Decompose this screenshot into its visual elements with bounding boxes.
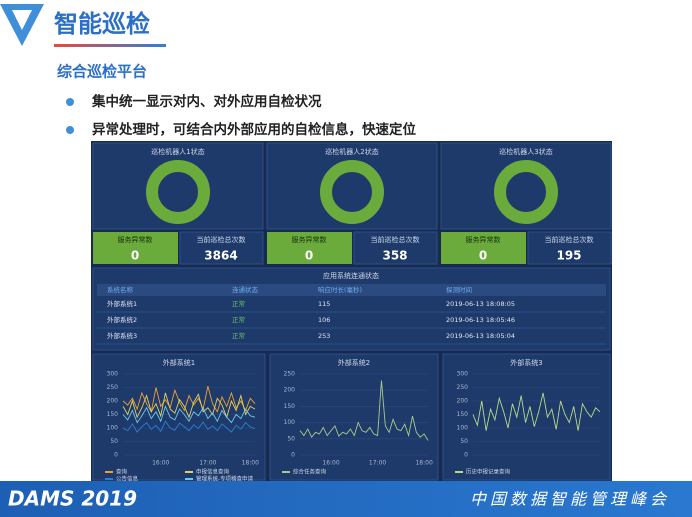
legend-label: 历史申报记录查询 <box>466 468 511 476</box>
donut <box>494 160 558 224</box>
logo-inner <box>12 10 32 30</box>
y-tick-label: 50 <box>287 435 295 442</box>
bullet: 集中统一显示对内、对外应用自检状况 <box>91 93 322 110</box>
bullet-dot <box>66 98 74 106</box>
chart-panel <box>442 353 611 481</box>
table-header-cell: 探测时间 <box>446 285 472 294</box>
abnormal-box <box>441 232 526 264</box>
y-tick-label: 150 <box>107 411 119 418</box>
series-line <box>122 420 256 433</box>
table-cell: 正常 <box>232 299 245 308</box>
table-cell: 106 <box>318 316 330 324</box>
legend-label: 查询 <box>116 468 128 476</box>
table-cell: 外部系统3 <box>107 331 137 340</box>
abnormal-label: 服务异常数 <box>466 235 501 244</box>
robot-title: 巡检机器人2状态 <box>325 147 378 156</box>
chart-title: 外部系统2 <box>338 358 370 367</box>
abnormal-value: 0 <box>305 249 313 263</box>
table-title: 应用系统连通状态 <box>323 271 379 280</box>
abnormal-label: 服务异常数 <box>118 235 153 244</box>
y-tick-label: 100 <box>284 419 296 426</box>
legend-label: 管理系统-专项稽查申请 <box>196 475 253 483</box>
abnormal-box <box>267 232 352 264</box>
y-tick-label: 0 <box>464 452 468 459</box>
total-box <box>353 231 438 265</box>
robot-title: 巡检机器人3状态 <box>499 147 552 156</box>
footer-event: 中国数据智能管理峰会 <box>470 490 670 509</box>
table-cell: 2019-06-13 18:08:05 <box>446 300 515 308</box>
bullet-dot <box>66 126 74 134</box>
series-line <box>299 380 429 441</box>
x-tick-label: 17:00 <box>199 460 216 467</box>
y-tick-label: 50 <box>460 438 468 445</box>
total-value: 3864 <box>204 249 237 263</box>
x-tick-label: 18:00 <box>242 460 259 467</box>
table-cell: 2019-06-13 18:05:46 <box>446 316 515 324</box>
table-header-cell: 连通状态 <box>232 285 259 294</box>
table-header <box>97 284 606 296</box>
total-value: 358 <box>382 249 407 263</box>
x-tick-label: 16:00 <box>322 460 339 467</box>
y-tick-label: 200 <box>284 387 296 394</box>
footer-brand: DAMS 2019 <box>8 487 137 511</box>
table-header-cell: 响应时长(毫秒) <box>318 285 362 294</box>
series-line <box>122 392 256 419</box>
y-tick-label: 200 <box>107 398 119 405</box>
donut <box>146 160 210 224</box>
footer <box>0 481 692 517</box>
y-tick-label: 0 <box>114 452 118 459</box>
x-tick-label: 16:00 <box>152 460 169 467</box>
y-tick-label: 250 <box>457 384 469 391</box>
table-cell: 115 <box>318 300 330 308</box>
legend-label: 公告信息 <box>116 475 139 483</box>
bullet: 异常处理时，可结合内外部应用的自检信息，快速定位 <box>92 121 416 138</box>
y-tick-label: 300 <box>107 371 119 378</box>
table-cell: 253 <box>318 332 330 340</box>
total-box <box>179 231 264 265</box>
abnormal-value: 0 <box>479 249 487 263</box>
legend-label: 综合任务查询 <box>293 468 327 476</box>
y-tick-label: 0 <box>291 452 295 459</box>
y-tick-label: 100 <box>457 425 469 432</box>
abnormal-value: 0 <box>131 249 139 263</box>
total-label: 当前巡检总次数 <box>197 235 246 244</box>
table-cell: 外部系统1 <box>107 299 137 308</box>
chart-panel <box>269 353 439 481</box>
series-line <box>472 392 601 431</box>
total-box <box>527 231 612 265</box>
y-tick-label: 150 <box>457 411 469 418</box>
abnormal-label: 服务异常数 <box>292 235 327 244</box>
title-underline <box>54 44 166 47</box>
y-tick-label: 50 <box>110 438 118 445</box>
table-cell: 正常 <box>232 315 245 324</box>
total-value: 195 <box>556 249 581 263</box>
y-tick-label: 150 <box>284 403 296 410</box>
abnormal-box <box>93 232 178 264</box>
table-cell: 2019-06-13 18:05:04 <box>446 332 515 340</box>
x-tick-label: 17:00 <box>369 460 386 467</box>
chart-title: 外部系统3 <box>510 358 542 367</box>
y-tick-label: 250 <box>284 371 296 378</box>
y-tick-label: 100 <box>107 425 119 432</box>
table-cell: 正常 <box>232 331 245 340</box>
y-tick-label: 300 <box>457 371 469 378</box>
table-panel <box>92 267 611 351</box>
donut <box>320 160 384 224</box>
chart-title: 外部系统1 <box>163 358 195 367</box>
chart-panel <box>92 353 266 481</box>
legend-label: 申报信息查询 <box>196 468 230 476</box>
series-line <box>122 405 256 424</box>
x-tick-label: 18:00 <box>415 460 432 467</box>
title: 智能巡检 <box>54 10 150 38</box>
subtitle: 综合巡检平台 <box>57 63 147 81</box>
table-cell: 外部系统2 <box>107 315 137 324</box>
total-label: 当前巡检总次数 <box>371 235 420 244</box>
y-tick-label: 200 <box>457 398 469 405</box>
robot-title: 巡检机器人1状态 <box>151 147 204 156</box>
total-label: 当前巡检总次数 <box>545 235 594 244</box>
y-tick-label: 250 <box>107 384 119 391</box>
table-header-cell: 系统名称 <box>107 285 134 294</box>
